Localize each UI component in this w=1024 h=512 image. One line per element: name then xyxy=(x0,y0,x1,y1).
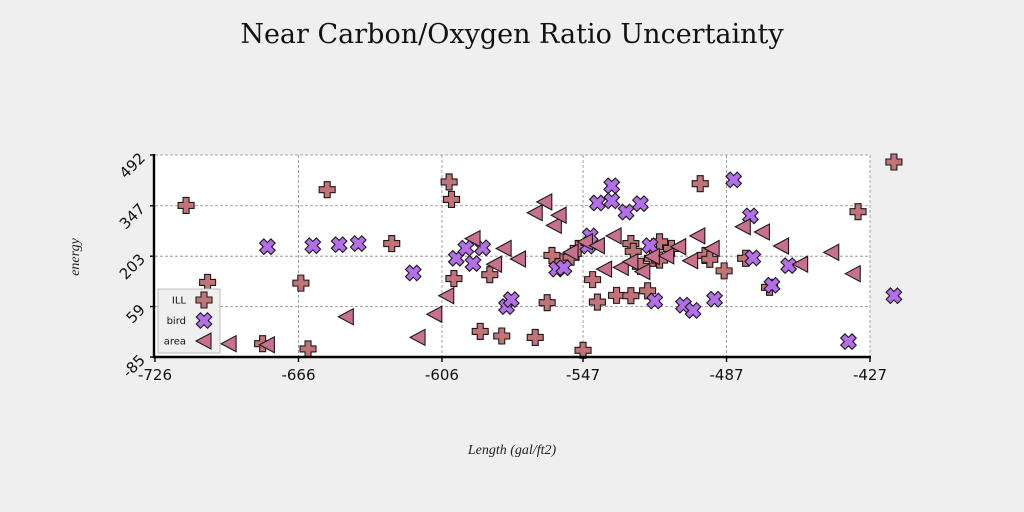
area-point xyxy=(844,264,861,283)
legend-label-area: area xyxy=(164,337,186,348)
area-point xyxy=(612,258,629,277)
x-tick-label: -487 xyxy=(709,366,743,384)
ill-point xyxy=(177,196,195,214)
bird-point xyxy=(641,237,659,255)
legend-label-bird: bird xyxy=(167,316,186,327)
area-point xyxy=(437,286,455,305)
area-point xyxy=(772,237,790,255)
area-point xyxy=(494,239,512,258)
x-tick-label: -726 xyxy=(138,366,172,384)
ill-point xyxy=(292,274,310,292)
area-point xyxy=(509,250,527,268)
area-point xyxy=(561,243,579,262)
bird-point xyxy=(464,254,482,273)
ill-point xyxy=(607,286,626,304)
area-point xyxy=(549,206,567,225)
bird-point xyxy=(646,292,664,310)
bird-point xyxy=(258,238,276,256)
ill-point xyxy=(440,173,458,191)
ill-point xyxy=(442,190,461,209)
area-point xyxy=(734,217,751,236)
area-point xyxy=(604,226,622,245)
x-tick-label: -547 xyxy=(566,366,600,384)
ill-point xyxy=(574,341,592,359)
area-point xyxy=(688,226,706,245)
area-point xyxy=(425,305,443,324)
legend: ILL bird area xyxy=(157,288,221,354)
area-point xyxy=(463,229,481,248)
bird-point xyxy=(404,264,422,282)
area-point xyxy=(657,246,675,265)
y-axis-label: energy xyxy=(68,237,83,275)
bird-point xyxy=(457,239,475,257)
area-point xyxy=(219,334,237,353)
ill-point xyxy=(849,203,867,221)
bird-point xyxy=(330,236,348,254)
y-tick-label: 203 xyxy=(116,250,149,283)
area-point xyxy=(595,260,613,279)
x-axis-label: Length (gal/ft2) xyxy=(467,443,557,458)
bird-point xyxy=(684,301,702,319)
area-point xyxy=(535,192,553,211)
ill-point xyxy=(701,250,719,268)
bird-point xyxy=(763,276,781,294)
ill-point xyxy=(526,328,544,346)
ill-point xyxy=(588,293,606,311)
ill-point xyxy=(622,287,640,305)
bird-point xyxy=(349,235,367,253)
area-point xyxy=(621,252,639,271)
ill-point xyxy=(445,270,463,288)
ill-point xyxy=(318,181,336,199)
area-point xyxy=(408,328,426,347)
bird-point xyxy=(588,194,606,212)
bird-point xyxy=(839,333,858,351)
y-tick-label: 492 xyxy=(116,149,149,182)
bird-point xyxy=(631,195,649,213)
area-point xyxy=(588,236,605,255)
ill-point xyxy=(383,235,401,253)
x-tick-label: -606 xyxy=(425,366,459,384)
bird-point xyxy=(555,259,573,277)
x-tick-label: -666 xyxy=(281,366,315,384)
legend-marker-ill xyxy=(195,291,213,309)
bird-point xyxy=(744,249,762,267)
bird-point xyxy=(780,257,798,275)
area-point xyxy=(822,243,840,262)
area-point xyxy=(633,262,651,281)
area-point xyxy=(703,239,720,258)
area-point xyxy=(485,255,503,274)
ill-point xyxy=(715,262,733,280)
ill-point xyxy=(651,233,669,251)
ill-point xyxy=(493,327,511,345)
area-point xyxy=(337,307,354,326)
bird-point xyxy=(617,203,635,221)
area-point xyxy=(753,223,770,241)
ill-point xyxy=(584,271,602,289)
y-tick-label: 59 xyxy=(123,301,149,327)
area-point xyxy=(669,237,687,256)
bird-point xyxy=(706,290,724,308)
chart-title: Near Carbon/Oxygen Ratio Uncertainty xyxy=(240,19,784,50)
bird-point xyxy=(304,237,322,255)
area-point xyxy=(526,203,543,222)
y-tick-label: 347 xyxy=(116,200,149,233)
bird-point xyxy=(725,171,743,189)
bird-point xyxy=(502,291,520,309)
x-tick-label: -427 xyxy=(853,366,887,384)
area-point xyxy=(791,255,809,274)
legend-label-ill: ILL xyxy=(172,296,187,307)
area-point xyxy=(258,335,275,354)
legend-marker-bird xyxy=(195,311,213,330)
legend-marker-area xyxy=(194,332,212,350)
ill-point xyxy=(885,153,903,171)
ill-point xyxy=(538,294,556,312)
ill-point xyxy=(691,175,709,193)
area-point xyxy=(545,216,562,235)
ill-point xyxy=(481,266,499,284)
bird-point xyxy=(603,192,621,210)
area-point xyxy=(681,251,699,270)
ill-point xyxy=(471,322,489,340)
bird-point xyxy=(885,287,903,305)
